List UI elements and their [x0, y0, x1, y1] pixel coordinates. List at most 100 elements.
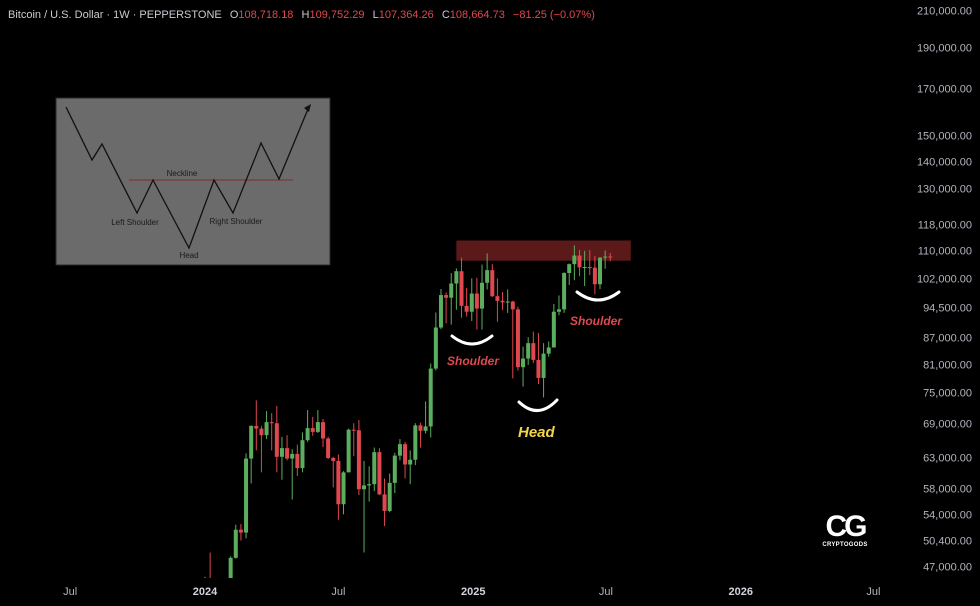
candle[interactable] [495, 278, 500, 322]
candle[interactable] [480, 264, 485, 330]
candle[interactable] [367, 466, 372, 502]
candle[interactable] [351, 423, 356, 457]
candle[interactable] [264, 411, 269, 440]
candle[interactable] [362, 460, 367, 553]
candle-body [254, 425, 259, 429]
candle[interactable] [515, 306, 520, 371]
candle-body [454, 271, 459, 284]
candle[interactable] [474, 277, 479, 330]
candle[interactable] [238, 524, 243, 541]
candle[interactable] [521, 346, 526, 387]
candle[interactable] [587, 250, 592, 276]
candle-body [515, 309, 520, 368]
candle[interactable] [438, 289, 443, 330]
candle[interactable] [254, 400, 259, 451]
candle[interactable] [249, 425, 254, 484]
candle[interactable] [418, 422, 423, 448]
candle[interactable] [356, 420, 361, 496]
candle-body [341, 472, 346, 505]
candle[interactable] [305, 410, 310, 442]
candle[interactable] [397, 439, 402, 461]
close-value: 108,664.73 [449, 9, 505, 21]
candle[interactable] [269, 413, 274, 451]
candle[interactable] [382, 478, 387, 527]
candle[interactable] [346, 428, 351, 473]
candle[interactable] [454, 268, 459, 310]
candle[interactable] [428, 363, 433, 438]
candle[interactable] [300, 432, 305, 473]
high-value: 109,752.29 [309, 9, 365, 21]
candle-body [603, 256, 608, 258]
candle[interactable] [290, 449, 295, 500]
candle[interactable] [598, 257, 603, 290]
candle[interactable] [387, 473, 392, 513]
candle[interactable] [433, 312, 438, 371]
candle[interactable] [413, 423, 418, 466]
candle-body [269, 422, 274, 424]
candle[interactable] [372, 447, 377, 492]
candle[interactable] [603, 250, 608, 269]
candle-body [300, 440, 305, 469]
candle[interactable] [546, 341, 551, 357]
candle[interactable] [567, 263, 572, 285]
candle[interactable] [469, 278, 474, 321]
candle[interactable] [408, 450, 413, 485]
candle[interactable] [423, 401, 428, 434]
candle[interactable] [326, 436, 331, 460]
candle[interactable] [285, 435, 290, 461]
candle-body [433, 327, 438, 369]
candle[interactable] [582, 250, 587, 287]
candle-body [480, 282, 485, 309]
candle[interactable] [228, 556, 233, 578]
candle-body [521, 358, 526, 368]
price-tick-label: 87,000.00 [923, 332, 972, 345]
candle[interactable] [377, 448, 382, 496]
candle[interactable] [274, 405, 279, 473]
candle[interactable] [336, 454, 341, 520]
price-tick-label: 130,000.00 [916, 183, 972, 196]
candle[interactable] [526, 337, 531, 365]
candle[interactable] [459, 257, 464, 318]
candle-body [592, 267, 597, 285]
candle[interactable] [315, 410, 320, 433]
price-tick-label: 81,000.00 [923, 359, 972, 372]
candle[interactable] [233, 524, 238, 559]
candle[interactable] [392, 452, 397, 494]
candle[interactable] [556, 295, 561, 316]
candle[interactable] [500, 292, 505, 311]
candle[interactable] [259, 425, 264, 473]
candle-body [403, 444, 408, 465]
candle-body [495, 296, 500, 301]
candle[interactable] [490, 264, 495, 297]
candle[interactable] [310, 416, 315, 436]
candle[interactable] [341, 471, 346, 515]
candle-body [290, 453, 295, 459]
candle[interactable] [444, 292, 449, 324]
candle[interactable] [320, 418, 325, 447]
candle[interactable] [577, 249, 582, 277]
candle[interactable] [562, 272, 567, 313]
candle[interactable] [244, 453, 249, 539]
candle-body [438, 295, 443, 328]
candle[interactable] [531, 331, 536, 364]
candle[interactable] [592, 255, 597, 295]
candle[interactable] [449, 272, 454, 325]
price-tick-label: 140,000.00 [916, 156, 972, 169]
candle[interactable] [403, 441, 408, 479]
candle[interactable] [485, 253, 490, 290]
candle-body [392, 455, 397, 483]
candle[interactable] [331, 456, 336, 488]
candle[interactable] [541, 343, 546, 398]
candle[interactable] [505, 289, 510, 313]
candle[interactable] [295, 444, 300, 477]
candle[interactable] [464, 287, 469, 317]
candle[interactable] [536, 332, 541, 385]
candle[interactable] [510, 300, 515, 379]
candle[interactable] [279, 436, 284, 480]
candle[interactable] [551, 303, 556, 348]
candle[interactable] [608, 252, 613, 262]
candle[interactable] [572, 245, 577, 281]
price-tick-label: 118,000.00 [917, 219, 972, 232]
